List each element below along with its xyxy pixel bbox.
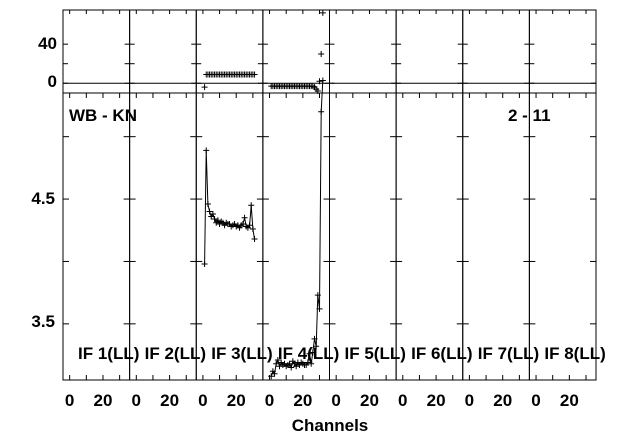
if-label-8: IF 8(LL) bbox=[544, 344, 605, 363]
amp-point bbox=[304, 359, 311, 366]
x-tick-label: 20 bbox=[94, 391, 113, 410]
phase-panel-7 bbox=[462, 9, 530, 94]
amp-point bbox=[209, 211, 216, 218]
amp-panel-2 bbox=[129, 92, 197, 381]
amp-point bbox=[293, 363, 300, 370]
amp-series-line bbox=[270, 80, 324, 377]
amp-point bbox=[273, 360, 280, 367]
phase-tick-label-0: 0 bbox=[48, 72, 57, 91]
amp-point bbox=[241, 214, 248, 221]
if-label-3: IF 3(LL) bbox=[211, 344, 272, 363]
amp-panel-4 bbox=[262, 92, 330, 381]
amp-panel-8 bbox=[528, 92, 597, 381]
amp-point bbox=[318, 108, 325, 115]
phase-panel-2 bbox=[129, 9, 197, 94]
amp-point bbox=[268, 373, 275, 380]
amp-point bbox=[201, 260, 208, 267]
amp-point bbox=[276, 363, 283, 370]
amp-point bbox=[274, 357, 281, 364]
x-tick-label: 20 bbox=[427, 391, 446, 410]
x-tick-label: 20 bbox=[493, 391, 512, 410]
amp-point bbox=[314, 292, 321, 299]
amp-point bbox=[251, 235, 258, 242]
amp-point bbox=[319, 77, 326, 84]
amp-tick-label-4.5: 4.5 bbox=[31, 189, 55, 208]
x-tick-label: 20 bbox=[227, 391, 246, 410]
x-tick-label: 0 bbox=[265, 391, 274, 410]
amp-point bbox=[271, 370, 278, 377]
x-tick-label: 0 bbox=[465, 391, 474, 410]
x-tick-label: 0 bbox=[198, 391, 207, 410]
x-tick-label: 0 bbox=[331, 391, 340, 410]
if-label-5: IF 5(LL) bbox=[345, 344, 406, 363]
amp-point bbox=[309, 349, 316, 356]
phase-point bbox=[251, 71, 258, 78]
phase-point bbox=[319, 9, 326, 16]
amp-point bbox=[306, 350, 313, 357]
amp-point bbox=[239, 221, 246, 228]
amp-point bbox=[308, 360, 315, 367]
if-label-2: IF 2(LL) bbox=[145, 344, 206, 363]
if-label-6: IF 6(LL) bbox=[411, 344, 472, 363]
amp-point bbox=[288, 364, 295, 371]
phase-panel-6 bbox=[395, 9, 464, 94]
phase-panel-1 bbox=[62, 9, 131, 94]
baseline-label: WB - KN bbox=[69, 106, 137, 125]
x-tick-label: 0 bbox=[65, 391, 74, 410]
x-tick-label: 0 bbox=[132, 391, 141, 410]
phase-point bbox=[201, 84, 208, 91]
phase-panel-3 bbox=[195, 9, 264, 94]
x-tick-label: 20 bbox=[160, 391, 179, 410]
amp-point bbox=[316, 305, 323, 312]
amp-point bbox=[214, 217, 221, 224]
amp-point bbox=[211, 216, 218, 223]
phase-point bbox=[318, 50, 325, 57]
amp-point bbox=[246, 222, 253, 229]
amp-panel-7 bbox=[462, 92, 530, 381]
if-label-1: IF 1(LL) bbox=[78, 344, 139, 363]
amp-point bbox=[311, 335, 318, 342]
amp-point bbox=[203, 147, 210, 154]
amp-panel-6 bbox=[395, 92, 464, 381]
x-tick-label: 0 bbox=[398, 391, 407, 410]
phase-panel-8 bbox=[528, 9, 597, 94]
x-tick-label: 20 bbox=[360, 391, 379, 410]
amp-panel-5 bbox=[329, 92, 397, 381]
phase-point bbox=[314, 88, 321, 95]
amp-panel-1 bbox=[62, 92, 131, 381]
amp-series-line bbox=[204, 150, 255, 265]
amp-point bbox=[204, 201, 211, 208]
x-axis-title: Channels bbox=[292, 416, 369, 434]
amp-point bbox=[313, 343, 320, 350]
amp-point bbox=[249, 226, 256, 233]
if-label-7: IF 7(LL) bbox=[478, 344, 539, 363]
amp-point bbox=[248, 202, 255, 209]
phase-tick-label-40: 40 bbox=[38, 34, 57, 53]
amp-tick-label-3.5: 3.5 bbox=[31, 312, 55, 331]
phase-panel-5 bbox=[329, 9, 397, 94]
x-tick-label: 20 bbox=[560, 391, 579, 410]
amp-point bbox=[206, 208, 213, 215]
x-tick-label: 0 bbox=[531, 391, 540, 410]
x-tick-label: 20 bbox=[293, 391, 312, 410]
phase-point bbox=[316, 78, 323, 85]
amp-panel-3 bbox=[195, 92, 264, 381]
